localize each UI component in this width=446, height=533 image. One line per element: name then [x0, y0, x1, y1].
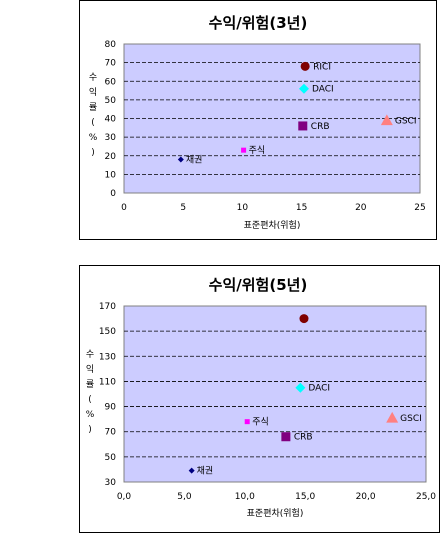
chart-5yr-point-marker: [299, 314, 309, 324]
chart-5yr-grid: [124, 330, 426, 458]
chart-3yr-y-label-char: 익: [89, 86, 97, 98]
chart-5yr-points: 채권 주식 CRB DACI GSCI: [188, 314, 422, 477]
chart-3yr-y-label-char: 수: [89, 72, 97, 83]
chart-5yr-y-label-char: ): [88, 425, 92, 435]
chart-5yr-y-label-char: 익: [86, 363, 94, 375]
chart-3yr-y-tick-label: 60: [105, 77, 117, 87]
chart-5yr-point-marker: [295, 382, 306, 393]
chart-5yr-x-axis-label: 표준편차(위험): [247, 507, 304, 519]
chart-3yr-point-label: CRB: [311, 122, 330, 132]
chart-5yr-x-tick-label: 10,0: [235, 492, 255, 502]
chart-5yr-y-label-char: (: [88, 395, 92, 405]
chart-5yr-x-tick-label: 15,0: [295, 492, 315, 502]
chart-3yr-x-tick-label: 15: [296, 203, 307, 213]
chart-5yr-y-label-char: 수: [86, 349, 94, 360]
chart-3yr-x-tick-label: 0: [121, 203, 127, 213]
chart-3yr-x-axis-label: 표준편차(위험): [244, 219, 301, 231]
chart-3yr-y-label-char: ): [91, 148, 95, 158]
chart-3yr-y-ticks: 0 10 20 30 40 50 60 70 80: [105, 40, 117, 199]
chart-3yr-point-label: RICI: [313, 62, 331, 72]
chart-3yr-y-tick-label: 10: [105, 170, 117, 180]
chart-3yr-y-label-char: %: [89, 133, 98, 143]
chart-5yr-y-axis-label: 수익률 (%): [86, 349, 95, 435]
chart-5yr-x-tick-label: 25,0: [416, 492, 436, 502]
chart-5yr-plot-area: [123, 305, 427, 483]
chart-5yr-svg: 수익/위험(5년) 30 50 70 90 110 130 150 170 0,0 5,0 10,…: [86, 276, 437, 519]
chart-5yr-title: 수익/위험(5년): [209, 276, 308, 294]
chart-5yr-y-tick-label: 50: [105, 453, 117, 463]
chart-5yr-x-tick-label: 20,0: [356, 492, 376, 502]
chart-3yr-y-label-char: 률: [89, 102, 97, 113]
chart-3yr-point-label: 채권: [186, 153, 203, 165]
chart-3yr-points: 채권 주식 CRB DACI RICI GSCI: [177, 61, 417, 165]
chart-5yr-y-tick-label: 170: [99, 302, 116, 312]
chart-3yr-x-tick-label: 20: [355, 203, 367, 213]
chart-3yr-point-marker: [298, 121, 308, 131]
chart-3yr-title: 수익/위험(3년): [209, 14, 308, 32]
chart-5yr-point-label: 주식: [252, 417, 269, 428]
chart-3yr-point-marker: [380, 114, 393, 126]
chart-3yr-y-axis-label: 수익률 (%): [89, 72, 98, 158]
chart-3yr-y-tick-label: 40: [105, 115, 117, 125]
chart-3yr-y-tick-label: 80: [105, 40, 117, 50]
chart-5yr-y-tick-label: 90: [105, 403, 117, 413]
chart-3yr-point-marker: [177, 156, 184, 163]
chart-3yr-point-marker: [298, 83, 309, 94]
chart-3yr-grid: [124, 62, 420, 175]
chart-5yr-point-label: DACI: [308, 384, 330, 394]
chart-5yr-y-ticks: 30 50 70 90 110 130 150 170: [99, 302, 116, 488]
chart-5yr-point-marker: [386, 411, 399, 423]
chart-3yr-x-ticks: 0 5 10 15 20 25: [121, 203, 426, 213]
chart-5yr-point-label: GSCI: [400, 414, 422, 424]
chart-3yr-svg: 수익/위험(3년) 0 10 20 30 40 50 60 70 80 0 5 10 15 20 25 수…: [89, 14, 426, 231]
chart-3yr-y-label-char: (: [91, 118, 95, 128]
chart-5yr-point-marker: [244, 419, 250, 425]
chart-5yr-y-tick-label: 150: [99, 327, 116, 337]
chart-5yr-x-tick-label: 0,0: [117, 492, 132, 502]
chart-3yr: 수익/위험(3년) 0 10 20 30 40 50 60 70 80 0 5 10 15 20 25 수…: [0, 0, 446, 240]
chart-3yr-x-tick-label: 25: [414, 203, 425, 213]
chart-3yr-point-marker: [300, 61, 310, 71]
chart-5yr-y-tick-label: 30: [105, 478, 117, 488]
chart-3yr-point-label: DACI: [312, 85, 334, 95]
chart-5yr-x-ticks: 0,0 5,0 10,0 15,0 20,0 25,0: [117, 492, 436, 502]
chart-5yr-y-tick-label: 70: [105, 428, 117, 438]
chart-3yr-x-tick-label: 10: [237, 203, 249, 213]
chart-5yr-point-label: 채권: [197, 465, 214, 477]
chart-3yr-x-tick-label: 5: [180, 203, 186, 213]
chart-3yr-y-tick-label: 20: [105, 152, 117, 162]
chart-5yr-y-label-char: %: [86, 410, 95, 420]
chart-3yr-y-tick-label: 30: [105, 133, 117, 143]
chart-5yr-y-label-char: 률: [86, 379, 94, 390]
chart-3yr-point-marker: [241, 147, 247, 153]
chart-3yr-y-tick-label: 0: [110, 189, 116, 199]
chart-3yr-y-tick-label: 50: [105, 96, 117, 106]
chart-5yr-point-marker: [188, 467, 195, 474]
chart-3yr-point-label: GSCI: [395, 116, 417, 126]
chart-5yr-x-tick-label: 5,0: [177, 492, 192, 502]
chart-3yr-point-label: 주식: [249, 145, 266, 156]
chart-5yr-y-tick-label: 130: [99, 352, 116, 362]
chart-5yr-point-label: CRB: [294, 433, 313, 443]
chart-5yr: 수익/위험(5년) 30 50 70 90 110 130 150 170 0,0 5,0 10,…: [0, 265, 446, 533]
chart-3yr-y-tick-label: 70: [105, 59, 117, 69]
chart-5yr-point-marker: [281, 432, 291, 442]
chart-5yr-y-tick-label: 110: [99, 377, 116, 387]
